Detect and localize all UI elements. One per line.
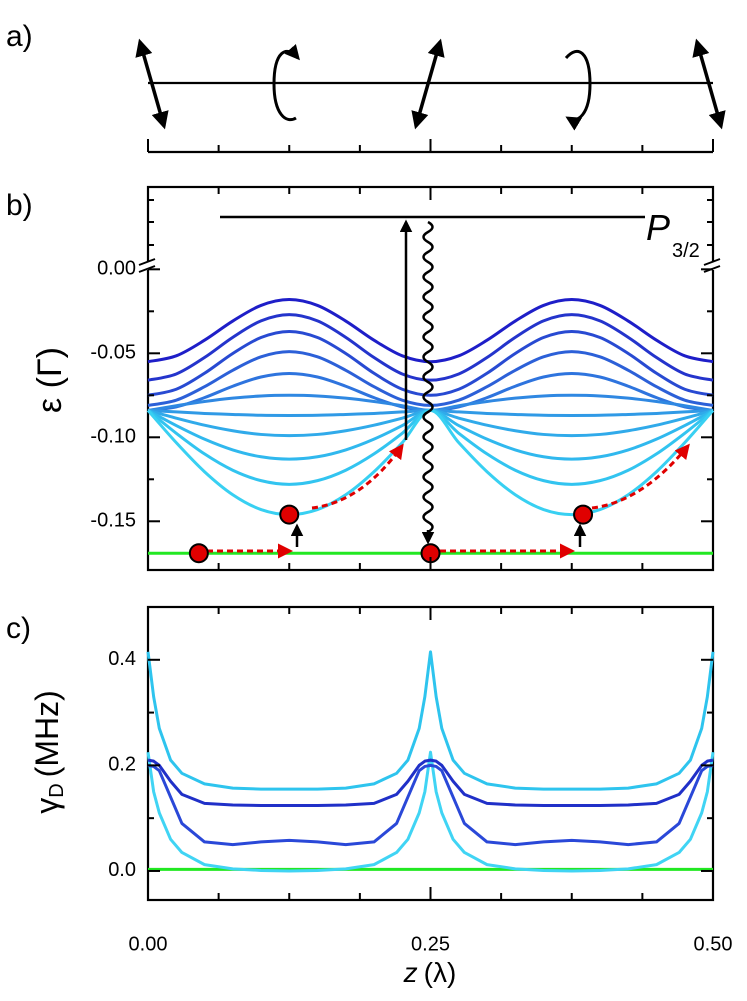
- polarization-diagram: [135, 38, 726, 154]
- curve: [146, 650, 715, 791]
- x-label-symbol: z: [403, 957, 418, 988]
- axis-break-gap: [143, 262, 153, 270]
- linear-polarization: [692, 38, 726, 130]
- axis-break: [138, 258, 721, 273]
- panel-label: a): [6, 20, 33, 53]
- y-tick-label: -0.10: [90, 426, 136, 448]
- circular-polarization: [564, 49, 592, 131]
- x-label-unit: (λ): [424, 957, 457, 988]
- motion-arrows: [207, 443, 690, 559]
- x-tick-label: 0.00: [129, 933, 168, 955]
- curve: [147, 350, 714, 407]
- y-label-unit: (MHz): [29, 690, 65, 777]
- x-tick-label: 0.50: [694, 933, 733, 955]
- panel-label: b): [6, 189, 33, 222]
- curves: [146, 650, 715, 873]
- curve: [147, 758, 714, 807]
- spontaneous-emission: [422, 220, 434, 534]
- circular-polarization: [272, 44, 300, 121]
- curve: [146, 750, 715, 873]
- atom: [573, 504, 594, 525]
- curve: [147, 313, 714, 382]
- y-label-subscript: D: [46, 783, 68, 797]
- curve: [147, 298, 714, 364]
- axis-break-gap: [708, 262, 718, 270]
- ticks: 0.00 0.25 0.50 0.00 -0.05 -0.10 -0.15 0.0 0.2 0.4: [90, 139, 732, 955]
- curve: [147, 408, 714, 486]
- y-axis-label: γD (MHz): [29, 690, 68, 814]
- y-tick-label: -0.15: [90, 510, 136, 532]
- linear-polarization: [135, 38, 169, 130]
- y-label-symbol: γ: [29, 798, 65, 814]
- panel-label: c): [6, 612, 31, 645]
- level-subscript: 3/2: [672, 240, 700, 262]
- curve: [147, 329, 714, 397]
- level-label: P: [646, 207, 670, 248]
- atom: [279, 504, 300, 525]
- curves: [146, 298, 715, 555]
- motion-arrow: [311, 443, 404, 510]
- x-tick-label: 0.25: [411, 933, 450, 955]
- motion-arrow: [591, 443, 690, 510]
- y-tick-label: 0.0: [108, 859, 136, 881]
- y-tick-label: 0.00: [97, 258, 136, 280]
- y-axis-label: ε (Γ): [31, 347, 69, 413]
- atom: [188, 543, 209, 564]
- y-tick-label: 0.2: [108, 754, 136, 776]
- y-tick-label: -0.05: [90, 342, 136, 364]
- curve: [147, 763, 714, 847]
- linear-polarization: [411, 38, 445, 130]
- x-axis-label: z (λ): [403, 957, 457, 988]
- y-tick-label: 0.4: [108, 648, 136, 670]
